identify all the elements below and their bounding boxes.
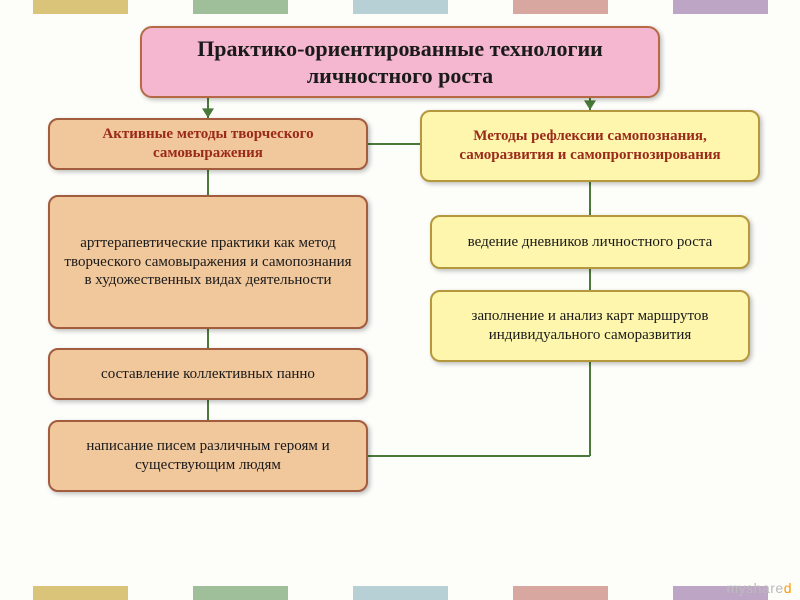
watermark-highlight: d xyxy=(784,580,792,596)
left-item-3-text: написание писем различным героям и сущес… xyxy=(60,437,356,475)
top-color-band xyxy=(0,0,800,14)
left-head-text: Активные методы творческого самовыражени… xyxy=(60,125,356,163)
left-item-2: составление коллективных панно xyxy=(48,348,368,400)
left-item-1: арттерапевтические практики как метод тв… xyxy=(48,195,368,329)
bottom-color-band xyxy=(0,586,800,600)
left-item-3: написание писем различным героям и сущес… xyxy=(48,420,368,492)
right-item-2-text: заполнение и анализ карт маршрутов индив… xyxy=(442,307,738,345)
right-head-text: Методы рефлексии самопознания, саморазви… xyxy=(432,127,748,165)
right-item-1: ведение дневников личностного роста xyxy=(430,215,750,269)
watermark: myshared xyxy=(727,580,792,596)
title-text: Практико-ориентированные технологии личн… xyxy=(152,35,648,90)
left-item-2-text: составление коллективных панно xyxy=(101,365,315,384)
right-item-2: заполнение и анализ карт маршрутов индив… xyxy=(430,290,750,362)
right-item-1-text: ведение дневников личностного роста xyxy=(468,233,713,252)
left-branch-head: Активные методы творческого самовыражени… xyxy=(48,118,368,170)
title-box: Практико-ориентированные технологии личн… xyxy=(140,26,660,98)
watermark-text: myshare xyxy=(727,580,784,596)
right-branch-head: Методы рефлексии самопознания, саморазви… xyxy=(420,110,760,182)
left-item-1-text: арттерапевтические практики как метод тв… xyxy=(60,234,356,290)
